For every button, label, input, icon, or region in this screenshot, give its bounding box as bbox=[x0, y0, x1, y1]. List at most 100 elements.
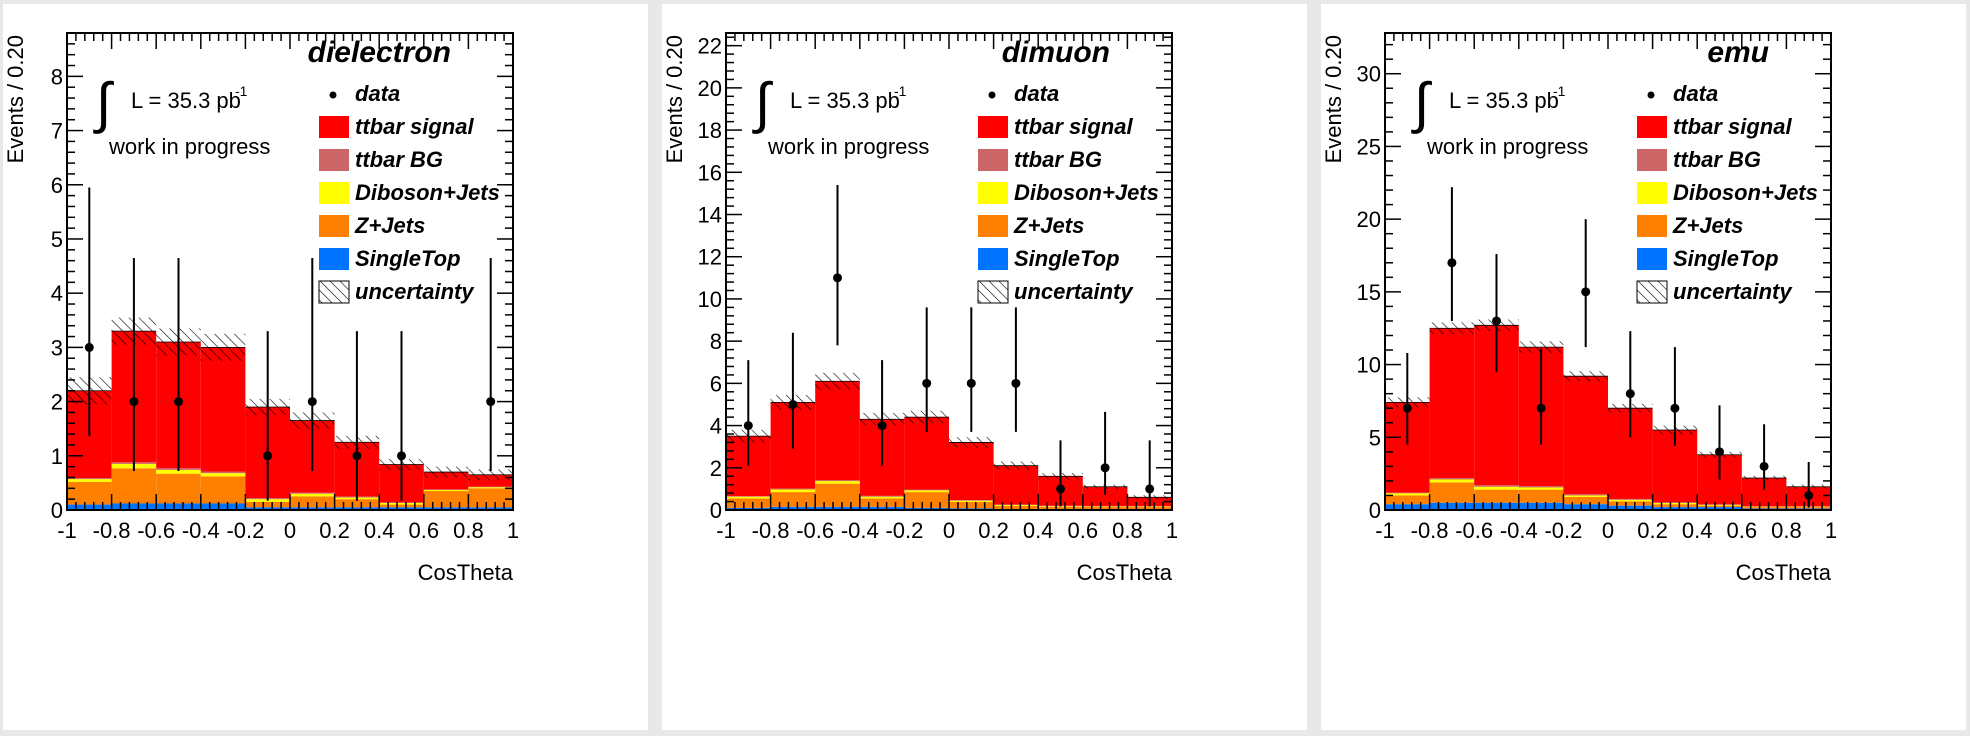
x-tick-label: 0.4 bbox=[364, 518, 395, 543]
bar-diboson-jets-bin-2 bbox=[815, 481, 860, 484]
data-point-9 bbox=[1145, 484, 1155, 494]
chart-title: dimuon bbox=[1002, 36, 1110, 69]
bar-z-jets-bin-3 bbox=[859, 498, 905, 507]
bar-singletop-bin-6 bbox=[334, 507, 380, 510]
y-tick-label: 5 bbox=[51, 227, 63, 252]
histogram-dielectron: -1 -0.8 -0.6 -0.4 -0.2 0 0.2 0.4 0.6 0.8 1 0 1 2 3 4 5 6 7… bbox=[3, 32, 519, 585]
bar-z-jets-bin-6 bbox=[993, 505, 1039, 509]
bar-ttbar-bg-bin-7 bbox=[379, 502, 424, 503]
bar-diboson-jets-bin-0 bbox=[1385, 493, 1430, 496]
bar-ttbar-bg-bin-3 bbox=[200, 471, 246, 474]
bar-ttbar-bg-bin-5 bbox=[1608, 498, 1653, 500]
integral-symbol: ∫ bbox=[93, 71, 114, 134]
bar-singletop-bin-8 bbox=[423, 507, 469, 510]
legend-swatch-z-jets bbox=[1637, 215, 1667, 237]
data-point-8 bbox=[1759, 461, 1769, 471]
legend-swatch-uncertainty bbox=[318, 280, 350, 304]
legend-swatch-ttbar-signal bbox=[319, 116, 349, 138]
y-tick-label: 1 bbox=[51, 444, 63, 469]
bar-diboson-jets-bin-0 bbox=[726, 496, 771, 499]
lumi-text: L = 35.3 pb bbox=[1449, 88, 1559, 113]
chart-panel-dimuon: -1 -0.8 -0.6 -0.4 -0.2 0 0.2 0.4 0.6 0.8 1 0 2 4 6 8 10 1… bbox=[662, 4, 1307, 730]
bar-z-jets-bin-8 bbox=[423, 491, 469, 508]
bar-diboson-jets-bin-3 bbox=[200, 473, 246, 477]
x-tick-label: 0.8 bbox=[1112, 518, 1143, 543]
y-tick-label: 16 bbox=[698, 160, 722, 185]
y-tick-label: 7 bbox=[51, 119, 63, 144]
bar-singletop-bin-0 bbox=[1385, 504, 1430, 510]
legend-swatch-singletop bbox=[978, 248, 1008, 270]
y-tick-label: 6 bbox=[51, 173, 63, 198]
bar-diboson-jets-bin-5 bbox=[1608, 499, 1653, 502]
x-axis-label: CosTheta bbox=[1736, 560, 1832, 585]
y-tick-label: 14 bbox=[698, 203, 722, 228]
legend-swatch-diboson-jets bbox=[1637, 182, 1667, 204]
x-tick-label: -0.4 bbox=[1500, 518, 1538, 543]
bar-ttbar-bg-bin-5 bbox=[949, 500, 994, 501]
bar-ttbar-signal-bin-8 bbox=[1082, 486, 1128, 507]
bar-z-jets-bin-9 bbox=[1127, 506, 1172, 509]
x-tick-label: -1 bbox=[1375, 518, 1395, 543]
chart-panel-emu: -1 -0.8 -0.6 -0.4 -0.2 0 0.2 0.4 0.6 0.8 1 0 5 10 15 20… bbox=[1321, 4, 1966, 730]
data-point-0 bbox=[743, 421, 753, 431]
bar-diboson-jets-bin-4 bbox=[1563, 495, 1608, 497]
data-point-5 bbox=[352, 451, 362, 461]
y-tick-label: 18 bbox=[698, 118, 722, 143]
bar-diboson-jets-bin-5 bbox=[290, 493, 335, 497]
y-tick-label: 25 bbox=[1357, 134, 1381, 159]
x-tick-label: -1 bbox=[57, 518, 77, 543]
legend-swatch-ttbar-bg bbox=[319, 149, 349, 171]
bar-singletop-bin-5 bbox=[1608, 505, 1653, 510]
bar-diboson-jets-bin-4 bbox=[904, 490, 949, 493]
bar-z-jets-bin-9 bbox=[468, 488, 513, 508]
legend-swatch-z-jets bbox=[978, 215, 1008, 237]
bar-z-jets-bin-8 bbox=[1082, 506, 1128, 509]
bar-z-jets-bin-3 bbox=[200, 476, 246, 504]
y-tick-label: 4 bbox=[710, 414, 722, 439]
bar-ttbar-bg-bin-3 bbox=[1518, 486, 1564, 488]
legend-swatch-diboson-jets bbox=[978, 182, 1008, 204]
bar-ttbar-bg-bin-9 bbox=[468, 486, 513, 488]
bar-ttbar-signal-bin-5 bbox=[949, 442, 994, 501]
bar-singletop-bin-5 bbox=[290, 507, 335, 510]
bar-diboson-jets-bin-7 bbox=[1038, 506, 1083, 507]
data-point-0 bbox=[84, 342, 94, 352]
y-axis-label: Events / 0.20 bbox=[3, 35, 28, 163]
legend-label-singletop: SingleTop bbox=[1673, 246, 1779, 271]
bar-z-jets-bin-4 bbox=[245, 501, 290, 508]
bar-diboson-jets-bin-2 bbox=[1474, 486, 1519, 490]
data-point-7 bbox=[1056, 484, 1065, 494]
bar-z-jets-bin-8 bbox=[1741, 507, 1787, 509]
bar-singletop-bin-3 bbox=[859, 506, 905, 510]
lumi-superscript: -1 bbox=[235, 83, 248, 99]
legend-label-z-jets: Z+Jets bbox=[1672, 213, 1743, 238]
data-point-1 bbox=[129, 397, 139, 407]
legend-label-data: data bbox=[1014, 81, 1059, 106]
legend-marker-data bbox=[988, 91, 996, 99]
bar-ttbar-signal-bin-9 bbox=[468, 474, 513, 487]
legend-label-ttbar-signal: ttbar signal bbox=[1673, 114, 1792, 139]
legend-label-data: data bbox=[1673, 81, 1718, 106]
bar-diboson-jets-bin-6 bbox=[1652, 503, 1698, 505]
bar-ttbar-bg-bin-0 bbox=[67, 478, 112, 480]
data-point-5 bbox=[966, 378, 976, 388]
y-tick-label: 2 bbox=[710, 456, 722, 481]
bar-singletop-bin-1 bbox=[111, 503, 157, 510]
legend-label-singletop: SingleTop bbox=[355, 246, 461, 271]
legend-swatch-uncertainty bbox=[1636, 280, 1668, 304]
bar-diboson-jets-bin-3 bbox=[1518, 487, 1564, 490]
bar-diboson-jets-bin-0 bbox=[67, 479, 112, 482]
integral-symbol: ∫ bbox=[752, 71, 773, 134]
bar-singletop-bin-3 bbox=[200, 503, 246, 510]
bar-z-jets-bin-4 bbox=[904, 492, 949, 508]
data-point-6 bbox=[1011, 378, 1021, 388]
x-tick-label: 0.2 bbox=[319, 518, 350, 543]
bar-singletop-bin-4 bbox=[245, 507, 290, 510]
data-point-1 bbox=[1447, 258, 1457, 268]
legend-marker-data bbox=[329, 91, 337, 99]
bar-z-jets-bin-7 bbox=[1697, 505, 1742, 508]
bar-singletop-bin-1 bbox=[770, 506, 816, 510]
bar-singletop-bin-2 bbox=[156, 503, 201, 510]
histogram-dimuon: -1 -0.8 -0.6 -0.4 -0.2 0 0.2 0.4 0.6 0.8 102468101… bbox=[662, 32, 1178, 585]
bar-ttbar-signal-bin-2 bbox=[815, 381, 860, 481]
